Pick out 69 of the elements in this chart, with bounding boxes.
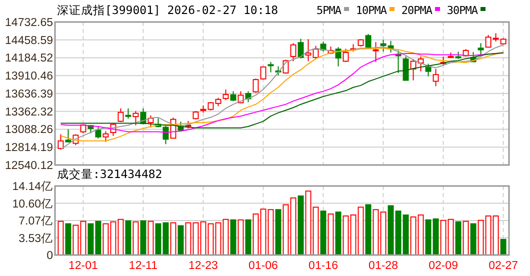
bar: [65, 223, 72, 256]
candlestick: [268, 62, 274, 73]
bar: [455, 221, 462, 256]
bar: [125, 220, 132, 256]
candlestick: [478, 42, 484, 56]
bar: [245, 219, 252, 256]
candlestick: [118, 108, 124, 123]
bar: [275, 209, 282, 256]
candlestick: [372, 42, 379, 63]
x-tick-label: 02-27: [488, 260, 518, 272]
x-tick-label: 01-16: [308, 260, 338, 272]
y-tick-label: 0: [46, 250, 53, 262]
candlestick: [365, 33, 372, 50]
y-tick-label: 12540.12: [5, 160, 53, 172]
bar: [170, 222, 176, 256]
bar: [500, 238, 506, 256]
candlestick: [402, 56, 409, 82]
candlestick: [222, 89, 229, 101]
y-tick-label: 13362.32: [5, 106, 53, 118]
y-tick-label: 7.07亿: [18, 214, 53, 228]
bar: [462, 220, 469, 256]
y-tick-label: 13910.46: [5, 70, 53, 83]
chart-title: 成交量:321434482: [57, 167, 162, 181]
legend-label: 30PMA: [446, 4, 478, 17]
bar: [132, 221, 139, 256]
x-tick-label: 02-09: [428, 260, 458, 272]
x-tick-label: 01-28: [368, 260, 398, 272]
y-tick-label: 14732.65: [5, 17, 53, 29]
legend-label: 10PMA: [356, 4, 388, 17]
bar: [148, 220, 154, 256]
bar: [140, 220, 146, 256]
candlestick: [102, 130, 109, 142]
candlestick: [95, 126, 102, 139]
y-tick-label: 14.14亿: [12, 180, 53, 193]
x-tick-label: 01-06: [248, 260, 278, 272]
candlestick: [58, 134, 64, 150]
bar: [178, 225, 184, 256]
x-tick-label: 12-11: [128, 260, 158, 272]
bar: [238, 219, 244, 256]
x-tick-label: 12-01: [68, 260, 98, 272]
x-tick-label: 12-23: [188, 260, 218, 272]
candlestick: [395, 50, 402, 74]
bar: [58, 220, 64, 256]
candlestick: [432, 68, 439, 87]
candlestick: [425, 63, 432, 77]
bar: [365, 204, 372, 256]
chart-title: 深证成指[399001] 2026-02-27 10:18: [57, 3, 278, 17]
candlestick: [230, 90, 236, 102]
bar: [320, 210, 326, 256]
y-tick-label: 3.53亿: [18, 232, 53, 245]
bar: [470, 223, 476, 256]
candlestick: [290, 42, 296, 62]
bar: [230, 219, 236, 256]
y-tick-label: 12814.19: [5, 142, 53, 154]
candlestick: [342, 48, 349, 63]
legend-label: 20PMA: [401, 4, 433, 17]
legend-label: 5PMA: [316, 4, 342, 17]
candlestick: [125, 108, 132, 120]
bar: [328, 214, 334, 256]
bar: [335, 212, 342, 256]
bar: [298, 195, 304, 256]
y-tick-label: 13088.26: [5, 124, 53, 136]
candlestick: [65, 128, 72, 143]
candlestick: [298, 38, 304, 59]
y-tick-label: 10.60亿: [12, 197, 53, 210]
y-tick-label: 14184.52: [5, 52, 53, 65]
y-tick-label: 14458.59: [5, 34, 53, 47]
y-tick-label: 13636.39: [5, 88, 53, 100]
candlestick: [132, 110, 139, 126]
